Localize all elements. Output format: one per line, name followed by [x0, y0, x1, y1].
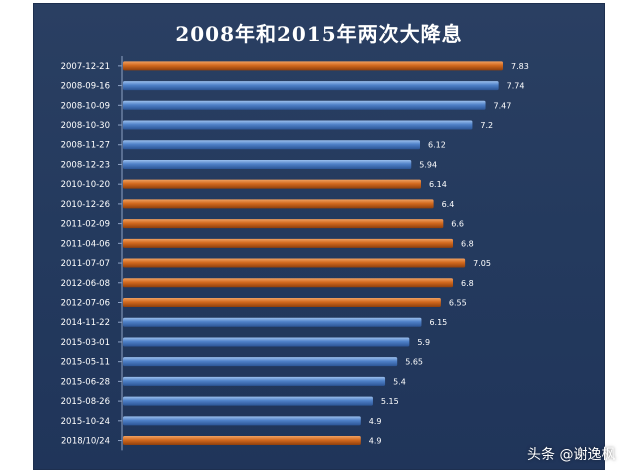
category-label: 2015-03-01 — [61, 338, 110, 348]
value-label: 4.9 — [369, 437, 382, 446]
value-label: 6.55 — [449, 299, 467, 308]
value-label: 5.4 — [393, 377, 406, 386]
bar — [123, 81, 499, 91]
category-label: 2011-02-09 — [61, 220, 110, 230]
value-label: 6.12 — [428, 141, 446, 150]
value-label: 6.8 — [461, 279, 474, 288]
bar — [123, 199, 434, 209]
category-label: 2011-04-06 — [61, 239, 110, 249]
bar — [123, 238, 454, 248]
value-label: 5.65 — [405, 358, 423, 367]
bar — [123, 357, 398, 367]
category-label: 2010-10-20 — [61, 180, 110, 190]
bar — [123, 100, 486, 110]
category-label: 2012-07-06 — [61, 299, 110, 309]
value-label: 4.9 — [369, 417, 382, 426]
category-label: 2007-12-21 — [61, 62, 110, 72]
value-label: 7.74 — [507, 82, 525, 91]
category-label: 2014-11-22 — [61, 318, 110, 328]
value-label: 7.47 — [494, 101, 512, 110]
category-label: 2012-06-08 — [61, 279, 110, 289]
bar — [123, 298, 441, 307]
value-label: 5.15 — [381, 397, 399, 406]
category-label: 2015-06-28 — [61, 377, 110, 387]
category-label: 2015-08-26 — [61, 397, 110, 407]
value-label: 6.4 — [442, 200, 455, 209]
bar — [123, 258, 466, 268]
value-label: 7.05 — [473, 259, 491, 268]
bar — [123, 416, 361, 426]
bar — [123, 396, 373, 406]
category-label: 2015-05-11 — [61, 358, 110, 368]
value-label: 6.8 — [461, 239, 474, 248]
bar — [123, 179, 421, 189]
category-label: 2015-10-24 — [61, 417, 110, 427]
category-label: 2011-07-07 — [61, 259, 110, 269]
bar — [123, 337, 410, 347]
category-label: 2018/10/24 — [61, 437, 110, 447]
bar — [123, 140, 421, 150]
category-label: 2008-11-27 — [61, 141, 110, 151]
bar — [123, 317, 422, 327]
value-label: 6.14 — [429, 180, 447, 189]
bar — [123, 61, 503, 71]
value-label: 6.15 — [429, 318, 447, 327]
bar — [123, 219, 444, 229]
bar — [123, 376, 386, 386]
watermark-text: 头条 @谢逸枫 — [527, 447, 616, 463]
value-label: 7.2 — [480, 121, 493, 130]
value-label: 5.94 — [419, 160, 437, 169]
chart-title: 2008年和2015年两次大降息 — [175, 22, 463, 46]
bar — [123, 120, 473, 130]
bar — [123, 159, 412, 169]
category-label: 2008-12-23 — [61, 160, 110, 170]
chart-panel: 2008年和2015年两次大降息 — [33, 3, 605, 470]
category-label: 2008-09-16 — [61, 82, 110, 92]
category-label: 2008-10-30 — [61, 121, 110, 131]
category-label: 2010-12-26 — [61, 200, 110, 210]
category-label: 2008-10-09 — [61, 101, 110, 111]
bar — [123, 436, 361, 446]
value-label: 6.6 — [451, 220, 464, 229]
bar — [123, 278, 454, 288]
value-label: 5.9 — [417, 338, 430, 347]
value-label: 7.83 — [511, 62, 529, 71]
